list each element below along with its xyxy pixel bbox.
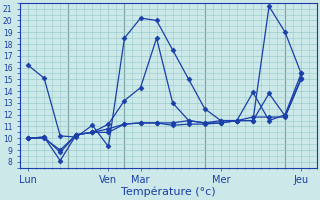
X-axis label: Température (°c): Température (°c) bbox=[121, 187, 216, 197]
